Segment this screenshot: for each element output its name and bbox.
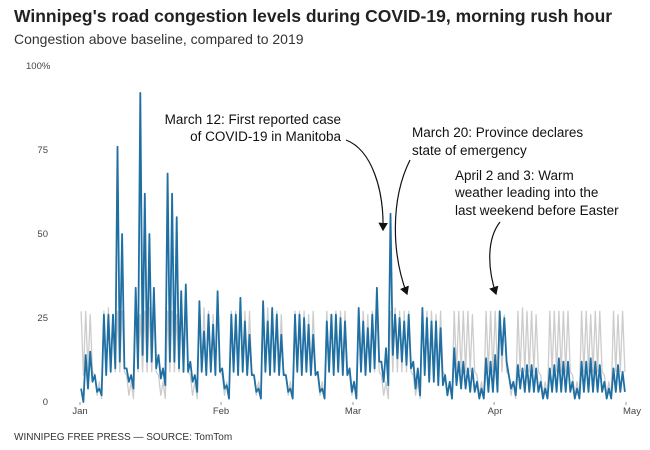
y-tick-label: 25 — [37, 313, 48, 324]
y-tick-label: 0 — [43, 397, 48, 408]
y-tick-label: 100% — [26, 61, 51, 72]
x-tick-label: Mar — [345, 406, 361, 417]
chart-subtitle: Congestion above baseline, compared to 2… — [14, 31, 304, 47]
series-line-current — [80, 92, 626, 403]
annotation-april-2-3: April 2 and 3: Warm weather leading into… — [454, 168, 619, 296]
source-credit: WINNIPEG FREE PRESS — SOURCE: TomTom — [14, 432, 233, 443]
annotation-march-12: March 12: First reported case of COVID-1… — [165, 112, 388, 232]
y-tick-label: 50 — [37, 229, 48, 240]
annotation-line: weather leading into the — [454, 185, 598, 200]
x-tick-label: May — [623, 406, 641, 417]
annotation-line: last weekend before Easter — [455, 203, 619, 218]
annotation-line: April 2 and 3: Warm — [455, 168, 574, 183]
annotation-march-20: March 20: Province declares state of eme… — [394, 125, 583, 296]
x-tick-label: Jan — [72, 406, 87, 417]
annotation-arrow — [489, 221, 501, 296]
chart-title: Winnipeg's road congestion levels during… — [14, 6, 613, 26]
annotation-line: March 12: First reported case — [165, 112, 341, 127]
annotation-arrow — [394, 159, 411, 296]
x-tick-label: Feb — [213, 406, 229, 417]
annotation-line: state of emergency — [412, 143, 527, 158]
x-tick-label: Apr — [488, 406, 503, 417]
annotation-line: March 20: Province declares — [412, 125, 583, 140]
annotation-arrow — [345, 139, 388, 232]
annotation-line: of COVID-19 in Manitoba — [190, 129, 341, 144]
y-tick-label: 75 — [37, 145, 48, 156]
